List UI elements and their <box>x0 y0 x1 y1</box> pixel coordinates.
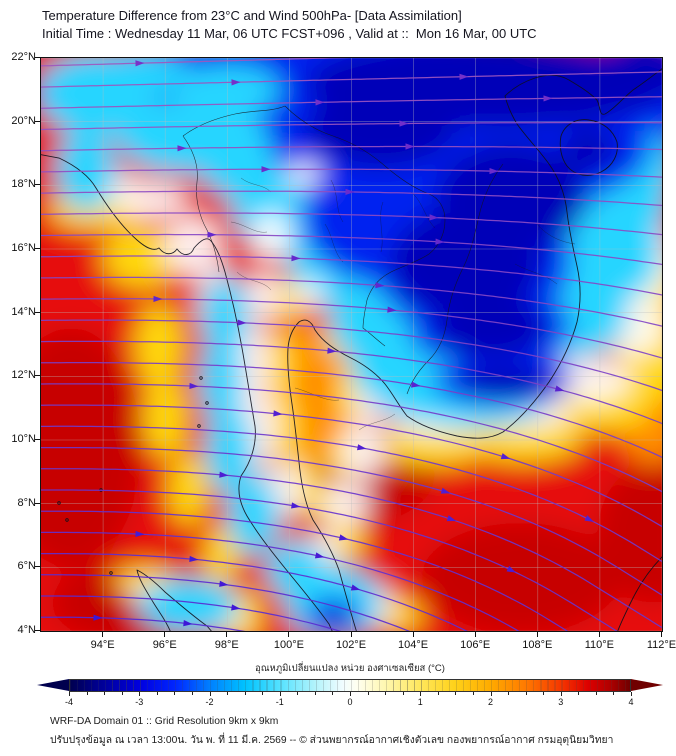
lat-tick <box>35 120 40 122</box>
colorbar-minor-tick <box>437 692 439 695</box>
page-subtitle: Initial Time : Wednesday 11 Mar, 06 UTC … <box>42 26 537 41</box>
colorbar-minor-tick <box>525 692 527 695</box>
lon-tick <box>288 632 290 637</box>
lat-tick <box>35 629 40 631</box>
lon-tick-label: 112°E <box>646 639 676 651</box>
map-frame <box>40 57 663 632</box>
colorbar-tick-label: -3 <box>135 697 144 707</box>
lat-tick <box>35 311 40 313</box>
lat-tick <box>35 438 40 440</box>
lat-tick <box>35 566 40 568</box>
lon-tick <box>102 632 104 637</box>
colorbar-minor-tick <box>508 692 509 695</box>
lat-tick-label: 8°N <box>17 496 36 509</box>
lat-tick-label: 16°N <box>11 241 36 254</box>
colorbar-minor-tick <box>314 692 316 695</box>
colorbar-major-tick <box>69 692 70 696</box>
colorbar-minor-tick <box>455 692 457 695</box>
colorbar-minor-tick <box>104 692 105 695</box>
lon-tick <box>350 632 352 637</box>
lat-tick-label: 12°N <box>11 369 36 382</box>
colorbar-minor-tick <box>156 692 158 695</box>
colorbar-minor-tick <box>121 692 123 695</box>
temperature-field <box>41 58 662 631</box>
colorbar-left-arrow-icon <box>37 679 69 691</box>
lat-tick <box>35 57 40 58</box>
province-boundaries <box>230 177 576 431</box>
lon-tick-label: 110°E <box>584 639 615 651</box>
colorbar-tick-label: -2 <box>205 697 214 707</box>
colorbar-cells <box>70 680 630 691</box>
lon-tick-label: 94°E <box>90 639 115 651</box>
colorbar-minor-tick <box>367 692 369 695</box>
colorbar-minor-tick <box>578 692 580 695</box>
lon-tick-label: 98°E <box>214 639 239 651</box>
lat-tick <box>35 247 40 249</box>
colorbar-tick-label: 3 <box>558 697 564 707</box>
lat-tick-label: 10°N <box>11 432 36 445</box>
colorbar-right-arrow-icon <box>631 679 663 691</box>
colorbar-minor-tick <box>543 692 544 695</box>
colorbar-minor-tick <box>244 692 246 695</box>
colorbar-tick-label: 4 <box>628 697 634 707</box>
colorbar-minor-tick <box>227 692 228 695</box>
lon-tick <box>226 632 228 637</box>
colorbar-major-tick <box>279 692 281 696</box>
colorbar-minor-tick <box>191 692 193 695</box>
colorbar-minor-tick <box>332 692 334 695</box>
colorbar-minor-tick <box>174 692 176 695</box>
colorbar-minor-tick <box>297 692 299 695</box>
lat-tick-label: 22°N <box>11 51 36 63</box>
lon-tick <box>661 632 662 637</box>
colorbar-major-tick <box>350 692 351 696</box>
lat-tick-label: 14°N <box>11 305 36 318</box>
colorbar-major-tick <box>631 692 632 696</box>
colorbar-minor-tick <box>402 692 404 695</box>
lat-tick-label: 20°N <box>11 114 36 127</box>
lat-tick <box>35 375 40 377</box>
lon-tick-label: 96°E <box>152 639 177 651</box>
colorbar-label: อุณหภูมิเปลี่ยนแปลง หน่วย องศาเซลเซียส (… <box>255 663 445 674</box>
lon-tick <box>536 632 538 637</box>
lon-tick-label: 106°E <box>460 639 491 651</box>
colorbar-tick-label: -1 <box>275 697 284 707</box>
lon-tick-label: 100°E <box>273 639 304 651</box>
coastlines <box>41 68 662 631</box>
colorbar-minor-tick <box>613 692 615 695</box>
lat-tick-label: 4°N <box>17 623 36 636</box>
wind-streamlines <box>41 58 662 631</box>
colorbar-major-tick <box>209 692 211 696</box>
colorbar-minor-tick <box>385 692 386 695</box>
colorbar-tick-label: 1 <box>417 697 423 707</box>
lon-tick <box>474 632 476 637</box>
colorbar-major-tick <box>560 692 562 696</box>
colorbar-major-tick <box>139 692 141 696</box>
colorbar <box>69 679 631 692</box>
lat-tick <box>35 184 40 186</box>
lon-tick-label: 104°E <box>398 639 429 651</box>
lat-tick-label: 6°N <box>17 560 36 573</box>
colorbar-tick-label: 0 <box>347 697 353 707</box>
lat-tick-label: 18°N <box>11 178 36 191</box>
lon-tick-label: 102°E <box>335 639 367 651</box>
colorbar-minor-tick <box>86 692 88 695</box>
lon-tick-label: 108°E <box>522 639 553 651</box>
colorbar-minor-tick <box>472 692 474 695</box>
colorbar-major-tick <box>420 692 422 696</box>
colorbar-major-tick <box>490 692 492 696</box>
colorbar-tick-label: 2 <box>487 697 493 707</box>
wind-arrow-icons <box>93 60 594 627</box>
colorbar-minor-tick <box>595 692 597 695</box>
page-title: Temperature Difference from 23°C and Win… <box>42 8 462 23</box>
lon-tick <box>164 632 166 637</box>
lat-tick <box>35 502 40 504</box>
colorbar-minor-tick <box>262 692 263 695</box>
temperature-wind-map <box>41 58 662 631</box>
colorbar-tick-label: -4 <box>64 697 73 707</box>
lon-tick <box>412 632 414 637</box>
lon-tick <box>598 632 600 637</box>
footer-update-info: ปรับปรุงข้อมูล ณ เวลา 13:00น. วัน พ. ที่… <box>50 735 614 746</box>
footer-model-info: WRF-DA Domain 01 :: Grid Resolution 9km … <box>50 716 279 727</box>
